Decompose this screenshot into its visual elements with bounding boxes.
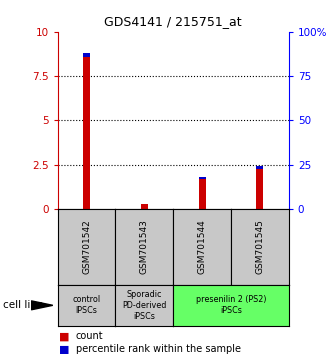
Text: count: count [76,331,104,341]
Bar [199,177,206,179]
Text: ■: ■ [59,331,70,341]
Bar [141,204,148,209]
Text: GSM701542: GSM701542 [82,219,91,274]
Text: ■: ■ [59,344,70,354]
Title: GDS4141 / 215751_at: GDS4141 / 215751_at [104,15,242,28]
Text: cell line: cell line [3,300,44,310]
Text: percentile rank within the sample: percentile rank within the sample [76,344,241,354]
Bar [83,53,90,209]
Polygon shape [31,301,53,310]
Text: GSM701543: GSM701543 [140,219,149,274]
Bar [256,166,263,209]
Bar [83,53,90,57]
Text: control
IPSCs: control IPSCs [73,295,101,315]
Bar [256,166,263,169]
Text: presenilin 2 (PS2)
iPSCs: presenilin 2 (PS2) iPSCs [196,295,266,315]
Text: GSM701544: GSM701544 [198,219,207,274]
Text: GSM701545: GSM701545 [255,219,264,274]
Bar [199,177,206,209]
Text: Sporadic
PD-derived
iPSCs: Sporadic PD-derived iPSCs [122,290,167,321]
